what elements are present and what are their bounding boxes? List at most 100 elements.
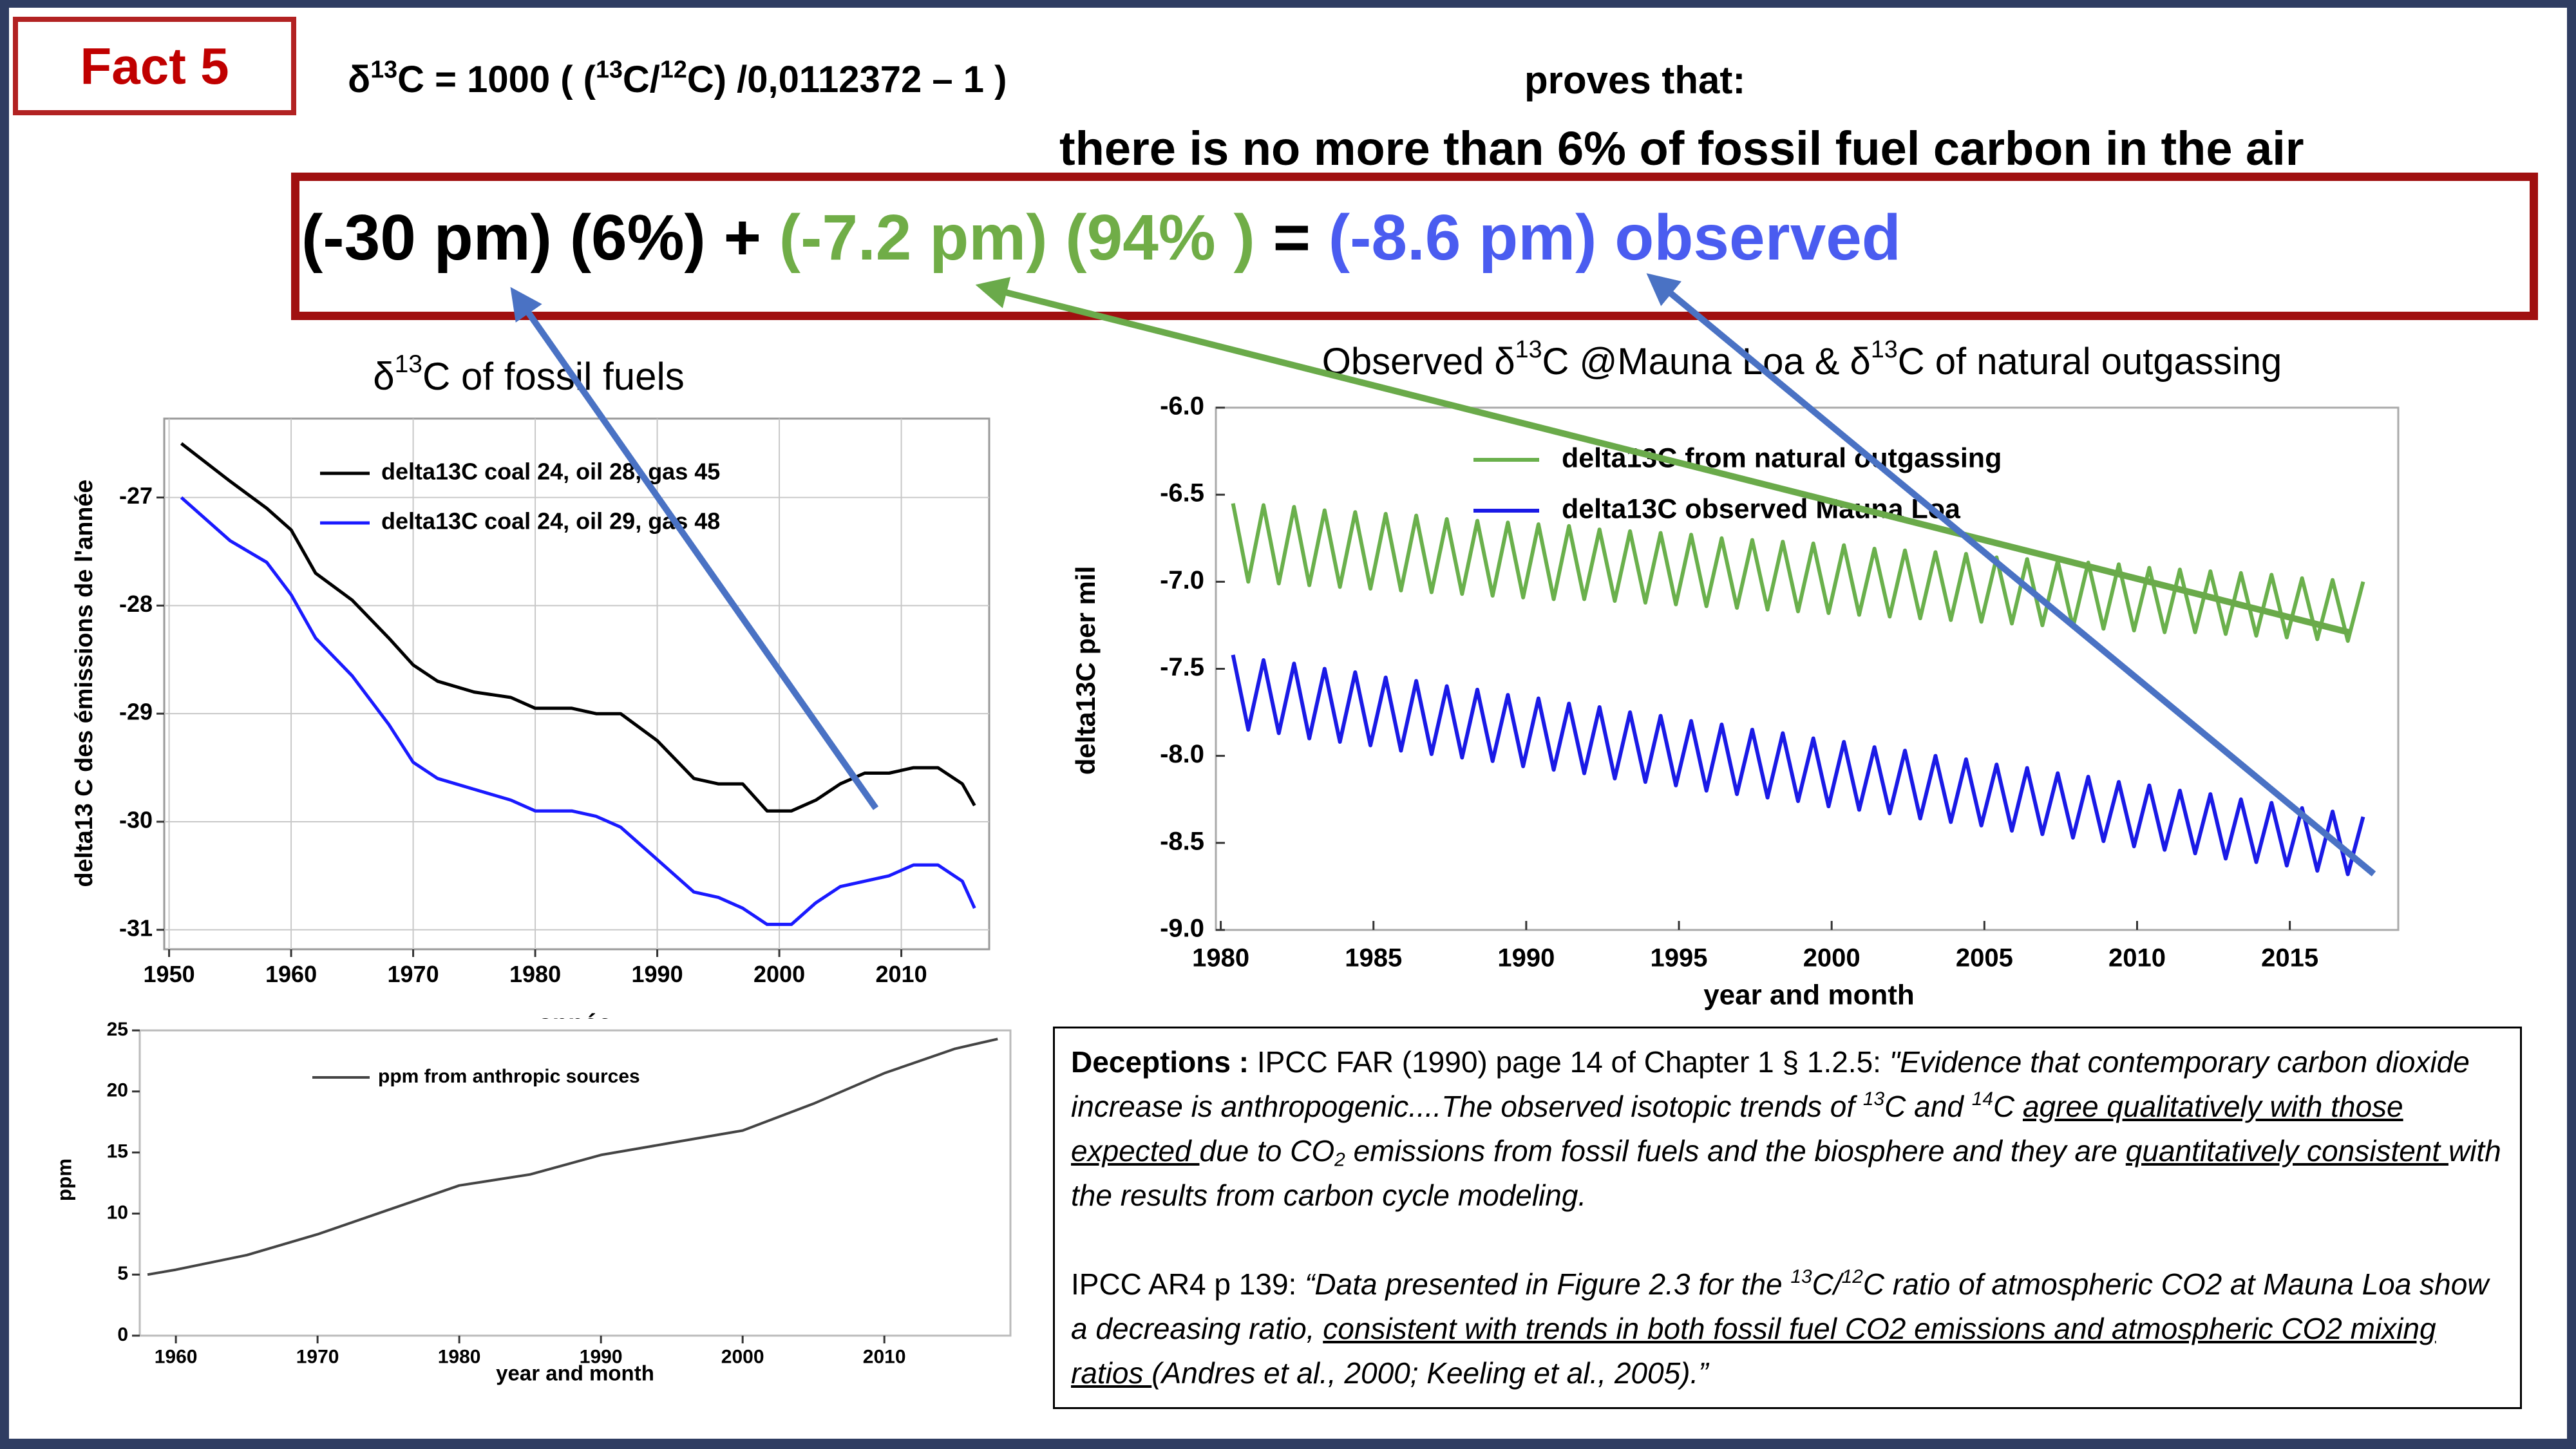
x-tick-label: 2000 [1803, 944, 1861, 972]
y-tick-label: -30 [119, 806, 153, 833]
equation-part: = [1255, 202, 1329, 274]
x-tick-label: 1995 [1651, 944, 1708, 972]
y-tick-label: 15 [107, 1141, 128, 1162]
x-tick-label: 1980 [438, 1346, 481, 1367]
y-tick-label: 5 [117, 1263, 128, 1284]
equation-part: (-7.2 pm) (94% ) [779, 202, 1255, 274]
y-tick-label: -28 [119, 591, 153, 617]
x-tick-label: 2010 [876, 961, 927, 987]
y-tick-label: -7.5 [1160, 653, 1204, 681]
text: IPCC AR4 p 139: [1071, 1267, 1305, 1301]
formula-part: C/ [622, 59, 660, 100]
equation: (-30 pm) (6%) + (-7.2 pm) (94% ) = (-8.6… [301, 201, 1901, 275]
quote: C [1993, 1090, 2023, 1123]
quote: “Data presented in Figure 2.3 for the [1305, 1267, 1791, 1301]
quote: C ratio of atmospheric CO2 at Mauna Loa … [1071, 1267, 2489, 1345]
x-axis-label: year and month [1703, 980, 1915, 1011]
legend-label: ppm from anthropic sources [378, 1066, 640, 1087]
quote: due to CO [1199, 1134, 1335, 1168]
x-tick-label: 1985 [1345, 944, 1402, 972]
series-line [180, 442, 976, 813]
x-tick-label: 2000 [753, 961, 805, 987]
x-tick-label: 1970 [388, 961, 439, 987]
paragraph: Deceptions : IPCC FAR (1990) page 14 of … [1071, 1040, 2504, 1218]
plot-frame [163, 417, 990, 951]
title-sup: 13 [395, 350, 422, 378]
x-tick-label: 1990 [632, 961, 683, 987]
x-tick-label: 1950 [144, 961, 195, 987]
proves-text: proves that: [1524, 59, 1746, 102]
y-tick-label: -29 [119, 699, 153, 725]
y-tick-label: -7.0 [1160, 566, 1204, 594]
title-sup: 13 [1871, 336, 1898, 363]
x-tick-label: 2005 [1956, 944, 2013, 972]
title-part: C of natural outgassing [1898, 341, 2282, 383]
formula-sup: 13 [370, 55, 398, 83]
y-tick-label: -9.0 [1160, 914, 1204, 943]
heading: Deceptions : [1071, 1045, 1249, 1079]
y-tick-label: 20 [107, 1080, 128, 1101]
x-tick-label: 1960 [155, 1346, 198, 1367]
y-tick-label: -27 [119, 482, 153, 509]
formula-part: C = 1000 ( ( [397, 59, 596, 100]
x-tick-label: 2010 [863, 1346, 906, 1367]
sub: 2 [1334, 1149, 1345, 1171]
y-tick-label: 25 [107, 1019, 128, 1040]
title-part: Observed δ [1322, 341, 1515, 383]
plot-frame [138, 1029, 1012, 1337]
formula-sup: 12 [659, 55, 687, 83]
fact-label: Fact 5 [13, 17, 296, 115]
formula-part: C) /0,0112372 – 1 ) [687, 59, 1007, 100]
title-part: C of fossil fuels [422, 355, 685, 398]
formula-sup: 13 [595, 55, 623, 83]
panel-background [35, 1019, 1052, 1431]
claim: there is no more than 6% of fossil fuel … [1059, 122, 2304, 175]
x-tick-label: 1960 [265, 961, 317, 987]
quote: C/ [1812, 1267, 1842, 1301]
series-line [1231, 654, 2365, 876]
y-tick-label: -6.5 [1160, 479, 1204, 507]
x-tick-label: 2000 [721, 1346, 764, 1367]
y-tick-label: 10 [107, 1202, 128, 1223]
quote: "Evidence that contemporary carbon dioxi… [1071, 1045, 2470, 1123]
chart-title: Observed δ13C @Mauna Loa & δ13C of natur… [1322, 336, 2282, 383]
legend-label: delta13C observed Mauna Loa [1562, 493, 1961, 524]
formula-part: δ [348, 59, 371, 100]
title-sup: 13 [1515, 336, 1542, 363]
equation-part: (-8.6 pm) observed [1328, 202, 1901, 274]
deceptions-box: Deceptions : IPCC FAR (1990) page 14 of … [1053, 1027, 2522, 1409]
quote: emissions from fossil fuels and the bios… [1345, 1134, 2126, 1168]
y-tick-label: -8.5 [1160, 827, 1204, 855]
legend-label: delta13C coal 24, oil 29, gas 48 [381, 508, 720, 535]
legend-label: delta13C from natural outgassing [1562, 442, 2002, 473]
plot-frame [1215, 406, 2400, 931]
series-line [147, 1037, 998, 1276]
y-axis-label: delta13 C des émissions de l'année [71, 480, 98, 887]
x-axis-label: year and month [496, 1361, 654, 1385]
y-axis-label: ppm [52, 1159, 75, 1202]
y-axis-label: delta13C per mil [1070, 566, 1101, 775]
sup: 13 [1862, 1088, 1885, 1110]
formula: δ13C = 1000 ( (13C/12C) /0,0112372 – 1 ) [348, 55, 1007, 101]
equation-part: (-30 pm) (6%) + [301, 202, 779, 274]
paragraph: IPCC AR4 p 139: “Data presented in Figur… [1071, 1262, 2504, 1396]
quote: (Andres et al., 2000; Keeling et al., 20… [1151, 1356, 1709, 1390]
text: IPCC FAR (1990) page 14 of Chapter 1 § 1… [1249, 1045, 1889, 1079]
title-part: δ [373, 355, 394, 398]
x-tick-label: 1990 [580, 1346, 623, 1367]
sup: 14 [1971, 1088, 1993, 1110]
y-tick-label: -31 [119, 914, 153, 941]
x-tick-label: 1970 [296, 1346, 339, 1367]
y-tick-label: -8.0 [1160, 740, 1204, 768]
x-tick-label: 1990 [1497, 944, 1555, 972]
x-tick-label: 2010 [2108, 944, 2166, 972]
sup: 13 [1790, 1266, 1812, 1288]
y-tick-label: -6.0 [1160, 392, 1204, 421]
x-tick-label: 1980 [509, 961, 561, 987]
slide: -31 -30 -29 -28 -27 1950 1960 1970 1980 1990 2000 2… [9, 8, 2567, 1439]
underlined: agree qualitatively with those expected [1071, 1090, 2403, 1168]
series-line [180, 496, 976, 926]
quote: with the results from carbon cycle model… [1071, 1134, 2501, 1212]
legend-label: delta13C coal 24, oil 28, gas 45 [381, 459, 720, 485]
sup: 12 [1841, 1266, 1863, 1288]
